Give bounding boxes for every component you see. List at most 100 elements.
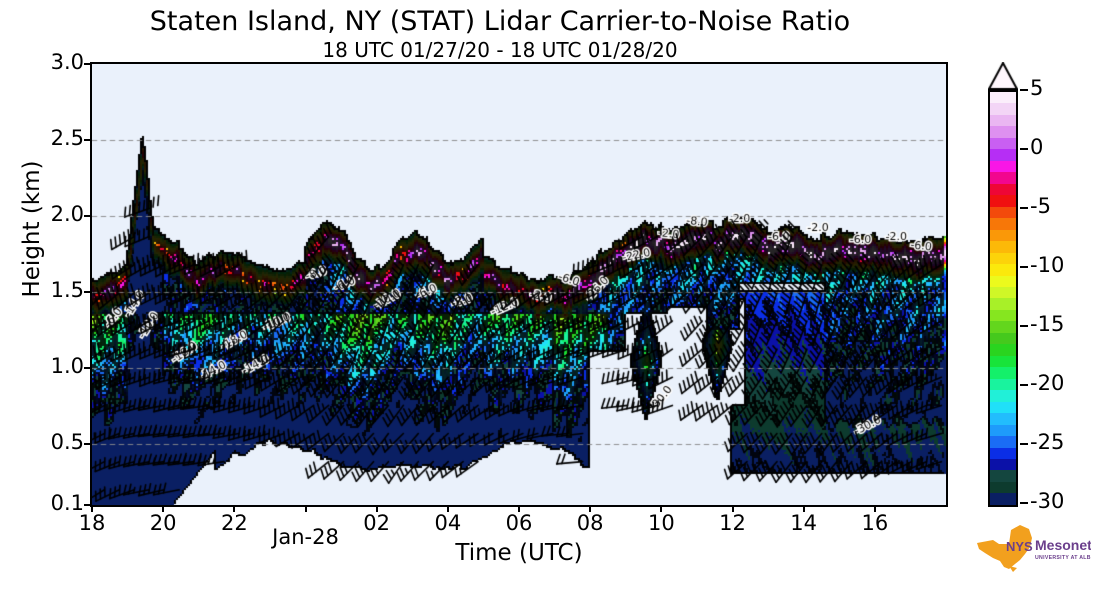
- logo-brand-text: Mesonet: [1035, 537, 1091, 553]
- y-axis-tick-mark: [84, 443, 91, 446]
- colorbar-band: [990, 126, 1016, 138]
- x-axis-tick-mark: [91, 505, 93, 512]
- colorbar-tick-mark: [1020, 443, 1028, 445]
- x-axis-tick-label: 12: [719, 511, 746, 535]
- colorbar-band: [990, 344, 1016, 356]
- colorbar-band: [990, 275, 1016, 287]
- chart-subtitle: 18 UTC 01/27/20 - 18 UTC 01/28/20: [322, 38, 678, 62]
- y-axis-tick-label: 0.5: [50, 430, 84, 455]
- colorbar-band: [990, 183, 1016, 196]
- x-axis-tick-label: 02: [363, 511, 391, 535]
- colorbar-band: [990, 149, 1016, 161]
- colorbar-band: [990, 493, 1016, 505]
- colorbar-tick-label: -15: [1030, 312, 1065, 336]
- x-axis-tick-mark: [518, 505, 520, 512]
- x-axis-tick-mark: [162, 505, 165, 512]
- x-axis-tick-mark: [802, 505, 805, 512]
- y-axis-tick-label: 1.5: [50, 278, 84, 303]
- x-axis-tick-label: 10: [647, 511, 675, 535]
- colorbar-band: [990, 355, 1016, 368]
- colorbar-tick-label: -20: [1030, 371, 1065, 395]
- logo-affiliation-text: UNIVERSITY AT ALBANY: [1035, 555, 1091, 561]
- colorbar-band: [990, 378, 1016, 391]
- y-axis-tick-label: 2.0: [50, 202, 84, 227]
- colorbar-tick-label: -25: [1030, 430, 1065, 454]
- colorbar-band: [990, 447, 1016, 459]
- colorbar-tick-mark: [1020, 384, 1028, 386]
- colorbar-band: [990, 103, 1016, 115]
- colorbar-tick-label: 5: [1030, 76, 1044, 100]
- colorbar-tick-mark: [1020, 148, 1028, 150]
- y-axis-tick-mark: [84, 215, 91, 218]
- colorbar-band: [990, 172, 1016, 184]
- y-axis-tick-mark: [84, 504, 91, 506]
- y-axis-tick-label: 1.0: [50, 354, 84, 379]
- colorbar-tick-mark: [1020, 207, 1028, 209]
- colorbar-band: [990, 332, 1016, 345]
- x-axis-tick-mark: [233, 505, 236, 512]
- colorbar-band: [990, 321, 1016, 333]
- colorbar-band: [990, 241, 1016, 253]
- x-axis-tick-mark: [375, 505, 378, 512]
- chart-title: Staten Island, NY (STAT) Lidar Carrier-t…: [149, 6, 851, 37]
- colorbar-band: [990, 401, 1016, 414]
- colorbar-extend-arrow: [988, 62, 1018, 90]
- colorbar: [988, 90, 1018, 507]
- y-axis-tick-label: 2.5: [50, 126, 84, 151]
- x-axis-tick-label: 22: [220, 511, 248, 535]
- x-axis-date-label: Jan-28: [272, 525, 339, 549]
- colorbar-tick-mark: [1020, 266, 1028, 268]
- colorbar-band: [990, 459, 1016, 471]
- colorbar-band: [990, 298, 1016, 310]
- x-axis-tick-mark: [660, 505, 663, 512]
- x-axis-tick-mark: [873, 505, 876, 512]
- colorbar-tick-label: 0: [1030, 135, 1044, 159]
- colorbar-band: [990, 309, 1016, 322]
- ny-state-shape-icon: [977, 525, 1032, 572]
- x-axis-tick-label: 04: [434, 511, 462, 535]
- colorbar-tick-label: -10: [1030, 253, 1065, 277]
- y-axis-tick-mark: [84, 291, 91, 294]
- colorbar-band: [990, 195, 1016, 207]
- x-axis-tick-mark: [731, 505, 734, 512]
- y-axis-label: Height (km): [19, 160, 45, 298]
- contour-field-canvas: [92, 64, 946, 505]
- colorbar-tick-mark: [1020, 325, 1028, 327]
- colorbar-band: [990, 367, 1016, 379]
- logo-nys-text: NYS: [1006, 539, 1033, 554]
- colorbar-band: [990, 137, 1016, 150]
- y-axis-tick-label: 3.0: [50, 50, 84, 74]
- colorbar-band: [990, 264, 1016, 276]
- colorbar-band: [990, 218, 1016, 230]
- x-axis-tick-label: 06: [505, 511, 533, 535]
- colorbar-tick-label: -5: [1030, 194, 1051, 218]
- colorbar-band: [990, 114, 1016, 127]
- y-axis-tick-mark: [84, 139, 91, 142]
- y-axis-tick-label: 0.1: [50, 491, 84, 515]
- x-axis-label: Time (UTC): [455, 540, 583, 566]
- y-axis-tick-mark: [84, 367, 91, 370]
- colorbar-band: [990, 436, 1016, 448]
- x-axis-tick-label: 16: [861, 511, 889, 535]
- x-axis-tick-label: 20: [149, 511, 177, 535]
- colorbar-band: [990, 286, 1016, 299]
- x-axis-tick-label: 08: [576, 511, 604, 535]
- nys-mesonet-logo: NYS Mesonet UNIVERSITY AT ALBANY: [977, 525, 1091, 572]
- x-axis-tick-label: 14: [790, 511, 818, 535]
- colorbar-tick-mark: [1020, 502, 1028, 504]
- colorbar-band: [990, 160, 1016, 173]
- colorbar-band: [990, 390, 1016, 402]
- colorbar-band: [990, 229, 1016, 242]
- colorbar-tick-label: -30: [1030, 489, 1065, 513]
- colorbar-tick-mark: [1020, 89, 1028, 91]
- colorbar-band: [990, 470, 1016, 482]
- colorbar-band: [990, 206, 1016, 219]
- colorbar-band: [990, 424, 1016, 437]
- x-axis-tick-label: 18: [78, 511, 106, 535]
- colorbar-band: [990, 252, 1016, 265]
- x-axis-tick-mark: [304, 505, 307, 512]
- colorbar-band: [990, 413, 1016, 425]
- plot-area: [90, 62, 948, 507]
- colorbar-band: [990, 481, 1016, 494]
